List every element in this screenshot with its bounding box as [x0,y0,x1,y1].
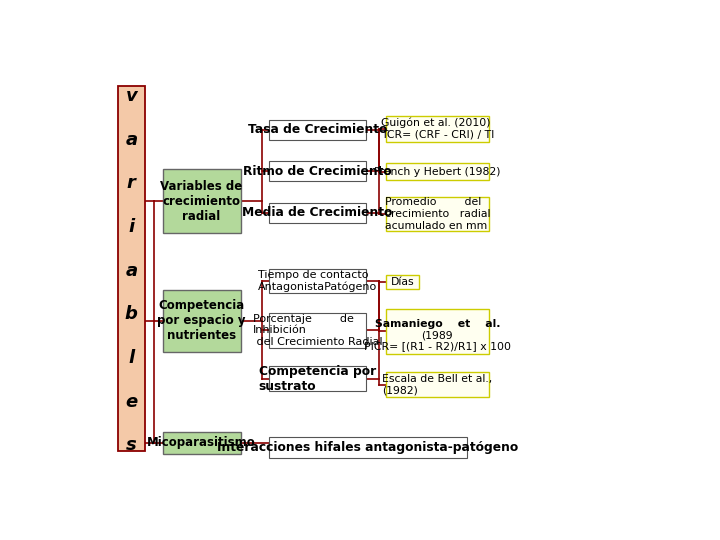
Text: Días: Días [391,277,414,287]
Text: Competencia
por espacio y
nutrientes: Competencia por espacio y nutrientes [158,300,246,342]
Text: Ritmo de Crecimiento: Ritmo de Crecimiento [243,165,392,178]
Text: Samaniego    et    al.: Samaniego et al. [374,319,500,329]
FancyBboxPatch shape [163,432,240,454]
FancyBboxPatch shape [163,168,240,233]
Text: Escala de Bell et al.,
(1982): Escala de Bell et al., (1982) [382,374,492,395]
Text: PICR= [(R1 - R2)/R1] x 100: PICR= [(R1 - R2)/R1] x 100 [364,341,511,352]
Text: r: r [127,174,136,192]
FancyBboxPatch shape [269,161,366,181]
Text: a: a [125,261,138,280]
Text: i: i [128,218,135,236]
Text: Micoparasitismo: Micoparasitismo [147,436,256,449]
FancyBboxPatch shape [386,372,489,397]
FancyBboxPatch shape [386,275,419,289]
Text: s: s [126,436,137,454]
FancyBboxPatch shape [269,437,467,458]
Text: Interacciones hifales antagonista-patógeno: Interacciones hifales antagonista-patóge… [217,441,518,454]
FancyBboxPatch shape [163,290,240,352]
FancyBboxPatch shape [269,366,366,391]
Text: Guigón et al. (2010)
TCR= (CRF - CRI) / TI: Guigón et al. (2010) TCR= (CRF - CRI) / … [381,118,494,140]
Text: Porcentaje        de
Inhibición
 del Crecimiento Radial: Porcentaje de Inhibición del Crecimiento… [253,314,382,347]
Text: a: a [125,131,138,149]
Text: Promedio        del
crecimiento   radial
acumulado en mm: Promedio del crecimiento radial acumulad… [384,198,490,231]
FancyBboxPatch shape [269,313,366,348]
Text: e: e [125,393,138,410]
Text: French y Hebert (1982): French y Hebert (1982) [374,167,500,177]
Text: Variables de
crecimiento
radial: Variables de crecimiento radial [161,180,243,222]
Text: Competencia por
sustrato: Competencia por sustrato [258,364,376,393]
FancyBboxPatch shape [386,163,489,180]
Text: Media de Crecimiento: Media de Crecimiento [242,206,392,219]
FancyBboxPatch shape [386,309,489,354]
Text: (1989: (1989 [421,330,453,340]
FancyBboxPatch shape [269,268,366,294]
FancyBboxPatch shape [386,116,489,141]
FancyBboxPatch shape [386,197,489,231]
Text: Tiempo de contacto
AntagonistaPatógeno: Tiempo de contacto AntagonistaPatógeno [258,270,377,292]
Text: Tasa de Crecimiento: Tasa de Crecimiento [248,123,387,136]
Text: b: b [125,305,138,323]
FancyBboxPatch shape [269,120,366,140]
FancyBboxPatch shape [118,85,145,451]
FancyBboxPatch shape [269,203,366,223]
Text: l: l [128,349,135,367]
Text: v: v [125,87,138,105]
